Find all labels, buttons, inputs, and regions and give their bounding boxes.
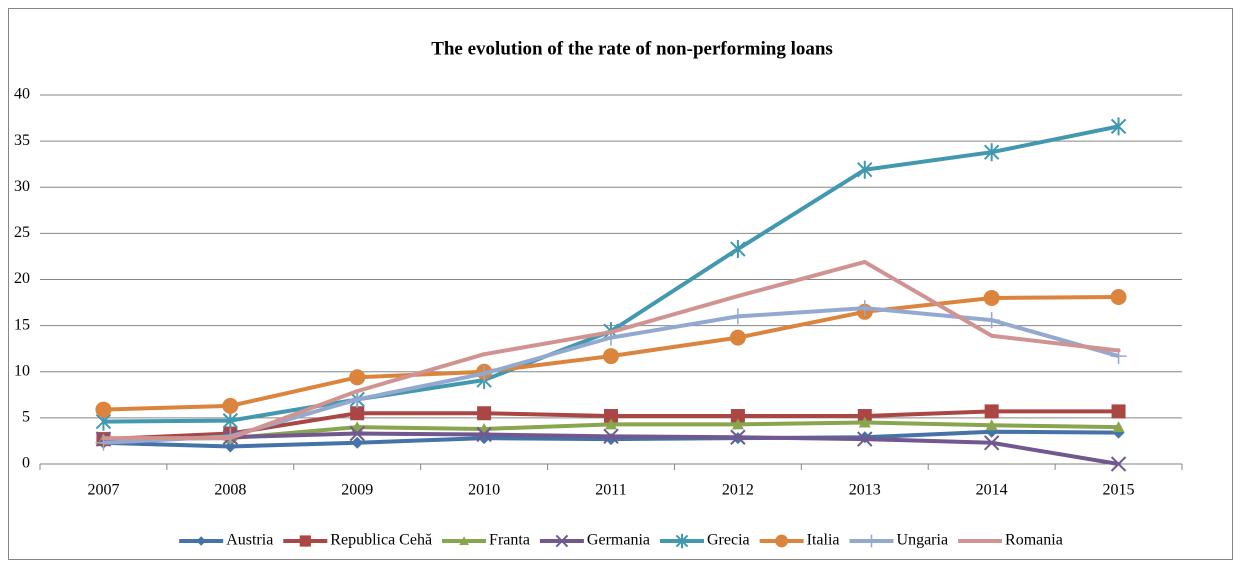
point: [735, 294, 740, 299]
point: [609, 330, 613, 335]
marker: [984, 404, 999, 419]
x-tick-label: 2011: [595, 482, 626, 499]
x-tick-label: 2012: [722, 482, 754, 499]
legend-label: Franta: [489, 532, 530, 549]
marker: [983, 289, 1000, 306]
y-tick-label: 25: [14, 224, 30, 241]
x-tick-label: 2013: [849, 482, 881, 499]
legend-item: Austria: [179, 532, 273, 549]
legend-label: Grecia: [707, 532, 750, 549]
point: [228, 436, 233, 441]
marker: [349, 369, 366, 386]
legend-item: Italia: [759, 532, 840, 549]
marker: [555, 534, 569, 548]
marker: [605, 418, 617, 430]
point: [355, 389, 360, 394]
marker: [476, 426, 492, 443]
marker: [729, 329, 746, 346]
x-tick-label: 2014: [976, 482, 1008, 499]
marker: [196, 536, 206, 546]
y-tick-label: 40: [14, 86, 30, 103]
legend-label: Ungaria: [897, 532, 949, 549]
x-tick-label: 2007: [87, 482, 119, 499]
marker: [349, 425, 365, 442]
legend-item: Romania: [958, 532, 1063, 549]
marker: [857, 160, 873, 179]
marker: [730, 429, 746, 445]
marker: [299, 535, 311, 547]
marker: [476, 365, 493, 382]
marker: [222, 397, 239, 414]
marker: [224, 440, 237, 453]
marker: [985, 419, 998, 431]
marker: [459, 536, 469, 545]
marker: [857, 431, 873, 447]
marker: [858, 416, 871, 428]
marker: [350, 406, 365, 421]
marker: [983, 143, 1000, 162]
legend-item: Grecia: [660, 532, 750, 549]
marker: [856, 300, 873, 317]
legend-label: Austria: [226, 532, 273, 549]
marker: [604, 409, 618, 424]
legend-label: Romania: [1005, 532, 1063, 549]
legend-label: Republica Cehă: [330, 532, 432, 549]
marker: [1111, 404, 1126, 419]
point: [862, 259, 867, 264]
marker: [731, 418, 744, 430]
legend-item: Republica Cehă: [283, 532, 432, 549]
marker: [865, 534, 878, 548]
legend: Austria Republica Cehă Franta Germania Greci…: [179, 532, 1063, 549]
marker: [349, 391, 366, 408]
marker: [857, 409, 872, 424]
marker: [477, 406, 492, 421]
y-tick-label: 35: [14, 132, 30, 149]
marker: [351, 436, 364, 449]
marker: [983, 312, 1000, 329]
marker: [775, 534, 789, 548]
marker: [1110, 456, 1127, 472]
y-tick-label: 15: [14, 316, 30, 333]
chart-title: The evolution of the rate of non-perform…: [431, 38, 833, 59]
legend-item: Germania: [539, 532, 650, 549]
marker: [222, 411, 239, 430]
marker: [1110, 117, 1127, 136]
legend-item: Franta: [442, 532, 530, 549]
legend-item: Ungaria: [849, 532, 949, 549]
marker: [983, 435, 1000, 451]
legend-label: Italia: [807, 532, 840, 549]
marker: [730, 240, 746, 259]
x-tick-label: 2008: [214, 482, 246, 499]
marker: [95, 401, 112, 418]
point: [482, 352, 487, 357]
marker: [1112, 421, 1125, 433]
y-tick-label: 0: [22, 455, 30, 472]
point: [1116, 348, 1121, 353]
marker: [730, 409, 745, 424]
legend-label: Germania: [587, 532, 650, 549]
point: [989, 333, 994, 338]
x-tick-label: 2015: [1103, 482, 1135, 499]
marker: [675, 533, 689, 549]
y-tick-label: 10: [14, 362, 30, 379]
chart-border: [8, 8, 1233, 560]
y-tick-label: 5: [22, 409, 30, 426]
y-tick-label: 20: [14, 270, 30, 287]
x-tick-label: 2010: [468, 482, 500, 499]
x-tick-label: 2009: [341, 482, 373, 499]
marker: [603, 348, 619, 365]
marker: [603, 428, 619, 445]
y-tick-label: 30: [14, 178, 30, 195]
point: [101, 436, 106, 441]
marker: [1110, 289, 1127, 306]
marker: [729, 308, 746, 325]
